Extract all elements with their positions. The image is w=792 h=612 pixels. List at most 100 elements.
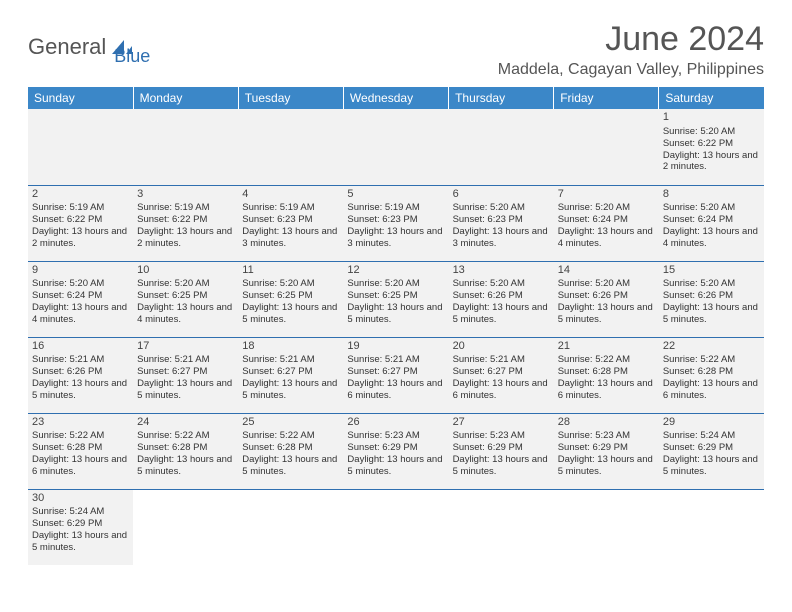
day-number: 4 <box>242 188 339 202</box>
sunset-line: Sunset: 6:26 PM <box>453 290 550 302</box>
sunrise-line: Sunrise: 5:20 AM <box>453 278 550 290</box>
daylight-line: Daylight: 13 hours and 5 minutes. <box>242 302 339 326</box>
sunset-line: Sunset: 6:28 PM <box>663 366 760 378</box>
sunrise-line: Sunrise: 5:22 AM <box>663 354 760 366</box>
sunrise-line: Sunrise: 5:20 AM <box>558 278 655 290</box>
sunrise-line: Sunrise: 5:20 AM <box>663 202 760 214</box>
day-cell: 27Sunrise: 5:23 AMSunset: 6:29 PMDayligh… <box>449 413 554 489</box>
day-cell: 13Sunrise: 5:20 AMSunset: 6:26 PMDayligh… <box>449 261 554 337</box>
daylight-line: Daylight: 13 hours and 2 minutes. <box>32 226 129 250</box>
sunrise-line: Sunrise: 5:20 AM <box>32 278 129 290</box>
day-cell <box>449 109 554 185</box>
day-number: 26 <box>347 416 444 430</box>
logo: General Blue <box>28 26 150 67</box>
sunrise-line: Sunrise: 5:23 AM <box>347 430 444 442</box>
sunrise-line: Sunrise: 5:20 AM <box>663 278 760 290</box>
day-cell: 15Sunrise: 5:20 AMSunset: 6:26 PMDayligh… <box>659 261 764 337</box>
sunset-line: Sunset: 6:28 PM <box>558 366 655 378</box>
sunrise-line: Sunrise: 5:20 AM <box>663 126 760 138</box>
day-cell: 24Sunrise: 5:22 AMSunset: 6:28 PMDayligh… <box>133 413 238 489</box>
day-cell: 3Sunrise: 5:19 AMSunset: 6:22 PMDaylight… <box>133 185 238 261</box>
sunrise-line: Sunrise: 5:20 AM <box>347 278 444 290</box>
day-cell <box>449 489 554 565</box>
day-cell: 28Sunrise: 5:23 AMSunset: 6:29 PMDayligh… <box>554 413 659 489</box>
sunset-line: Sunset: 6:29 PM <box>663 442 760 454</box>
sunset-line: Sunset: 6:27 PM <box>137 366 234 378</box>
sunrise-line: Sunrise: 5:20 AM <box>558 202 655 214</box>
daylight-line: Daylight: 13 hours and 5 minutes. <box>137 454 234 478</box>
day-number: 18 <box>242 340 339 354</box>
sunrise-line: Sunrise: 5:21 AM <box>137 354 234 366</box>
sunset-line: Sunset: 6:22 PM <box>137 214 234 226</box>
weekday-header: Saturday <box>659 87 764 109</box>
daylight-line: Daylight: 13 hours and 5 minutes. <box>32 530 129 554</box>
weekday-header: Monday <box>133 87 238 109</box>
day-number: 30 <box>32 492 129 506</box>
day-number: 21 <box>558 340 655 354</box>
calendar-body: 1Sunrise: 5:20 AMSunset: 6:22 PMDaylight… <box>28 109 764 565</box>
daylight-line: Daylight: 13 hours and 2 minutes. <box>663 150 760 174</box>
day-number: 10 <box>137 264 234 278</box>
sunrise-line: Sunrise: 5:21 AM <box>453 354 550 366</box>
day-cell: 16Sunrise: 5:21 AMSunset: 6:26 PMDayligh… <box>28 337 133 413</box>
sunset-line: Sunset: 6:26 PM <box>32 366 129 378</box>
title-block: June 2024 Maddela, Cagayan Valley, Phili… <box>498 20 764 79</box>
weekday-header: Tuesday <box>238 87 343 109</box>
day-number: 17 <box>137 340 234 354</box>
day-cell <box>554 489 659 565</box>
daylight-line: Daylight: 13 hours and 6 minutes. <box>558 378 655 402</box>
daylight-line: Daylight: 13 hours and 3 minutes. <box>347 226 444 250</box>
week-row: 30Sunrise: 5:24 AMSunset: 6:29 PMDayligh… <box>28 489 764 565</box>
day-cell: 8Sunrise: 5:20 AMSunset: 6:24 PMDaylight… <box>659 185 764 261</box>
sunset-line: Sunset: 6:23 PM <box>347 214 444 226</box>
week-row: 2Sunrise: 5:19 AMSunset: 6:22 PMDaylight… <box>28 185 764 261</box>
day-cell: 14Sunrise: 5:20 AMSunset: 6:26 PMDayligh… <box>554 261 659 337</box>
daylight-line: Daylight: 13 hours and 6 minutes. <box>347 378 444 402</box>
week-row: 9Sunrise: 5:20 AMSunset: 6:24 PMDaylight… <box>28 261 764 337</box>
daylight-line: Daylight: 13 hours and 4 minutes. <box>137 302 234 326</box>
day-cell <box>133 109 238 185</box>
day-number: 12 <box>347 264 444 278</box>
logo-text-blue: Blue <box>114 46 150 67</box>
day-number: 28 <box>558 416 655 430</box>
day-cell: 26Sunrise: 5:23 AMSunset: 6:29 PMDayligh… <box>343 413 448 489</box>
day-cell <box>238 489 343 565</box>
location-text: Maddela, Cagayan Valley, Philippines <box>498 61 764 79</box>
weekday-header: Friday <box>554 87 659 109</box>
day-number: 13 <box>453 264 550 278</box>
sunrise-line: Sunrise: 5:20 AM <box>137 278 234 290</box>
sunrise-line: Sunrise: 5:21 AM <box>347 354 444 366</box>
daylight-line: Daylight: 13 hours and 3 minutes. <box>453 226 550 250</box>
day-cell: 30Sunrise: 5:24 AMSunset: 6:29 PMDayligh… <box>28 489 133 565</box>
day-number: 15 <box>663 264 760 278</box>
day-cell: 17Sunrise: 5:21 AMSunset: 6:27 PMDayligh… <box>133 337 238 413</box>
day-number: 6 <box>453 188 550 202</box>
daylight-line: Daylight: 13 hours and 3 minutes. <box>242 226 339 250</box>
sunrise-line: Sunrise: 5:19 AM <box>137 202 234 214</box>
daylight-line: Daylight: 13 hours and 5 minutes. <box>347 454 444 478</box>
sunrise-line: Sunrise: 5:24 AM <box>663 430 760 442</box>
sunrise-line: Sunrise: 5:19 AM <box>242 202 339 214</box>
daylight-line: Daylight: 13 hours and 5 minutes. <box>137 378 234 402</box>
daylight-line: Daylight: 13 hours and 4 minutes. <box>558 226 655 250</box>
page-title: June 2024 <box>498 20 764 59</box>
sunset-line: Sunset: 6:26 PM <box>558 290 655 302</box>
week-row: 16Sunrise: 5:21 AMSunset: 6:26 PMDayligh… <box>28 337 764 413</box>
daylight-line: Daylight: 13 hours and 5 minutes. <box>453 454 550 478</box>
day-cell <box>28 109 133 185</box>
sunset-line: Sunset: 6:26 PM <box>663 290 760 302</box>
day-number: 1 <box>663 111 760 125</box>
day-number: 16 <box>32 340 129 354</box>
daylight-line: Daylight: 13 hours and 2 minutes. <box>137 226 234 250</box>
daylight-line: Daylight: 13 hours and 5 minutes. <box>242 378 339 402</box>
day-number: 19 <box>347 340 444 354</box>
day-cell: 4Sunrise: 5:19 AMSunset: 6:23 PMDaylight… <box>238 185 343 261</box>
weekday-header-row: Sunday Monday Tuesday Wednesday Thursday… <box>28 87 764 109</box>
sunset-line: Sunset: 6:29 PM <box>558 442 655 454</box>
sunset-line: Sunset: 6:29 PM <box>453 442 550 454</box>
sunrise-line: Sunrise: 5:20 AM <box>242 278 339 290</box>
daylight-line: Daylight: 13 hours and 5 minutes. <box>32 378 129 402</box>
header: General Blue June 2024 Maddela, Cagayan … <box>28 20 764 79</box>
day-number: 27 <box>453 416 550 430</box>
sunrise-line: Sunrise: 5:20 AM <box>453 202 550 214</box>
